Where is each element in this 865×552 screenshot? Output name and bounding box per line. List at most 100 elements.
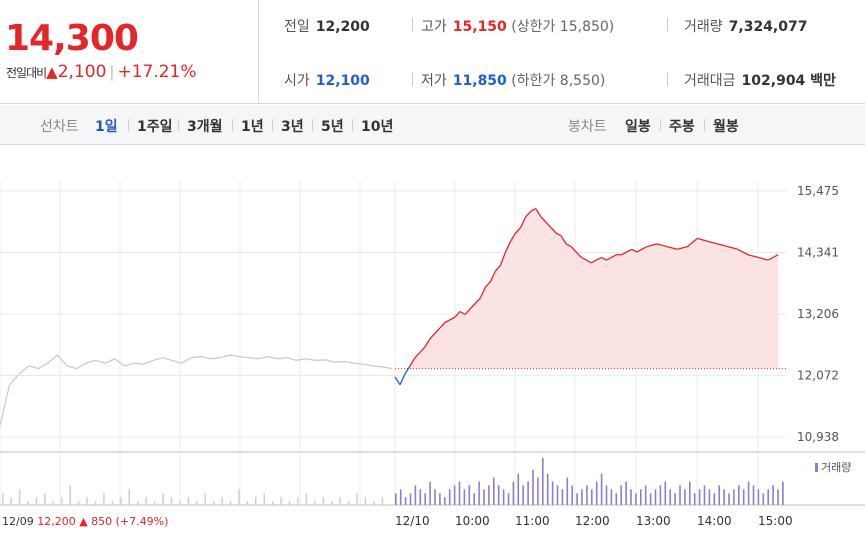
volume-bar [448,489,451,505]
volume-bar [713,493,716,506]
volume-bar-prev [238,489,240,505]
today-series-segment-up [606,256,612,261]
volume-bar-prev [204,493,206,506]
y-tick-label: 15,475 [797,184,839,198]
stat-high: 고가 15,150 (상한가 15,850) [421,16,614,36]
volume-bar [439,493,441,506]
today-series-segment-up [697,237,708,242]
tab-3y[interactable]: 3년 [281,119,304,135]
tab-5y[interactable]: 5년 [321,119,344,135]
tab-weekly-candle[interactable]: 주봉 [669,119,695,135]
volume-bar [752,485,755,505]
today-series-segment-up [540,216,547,223]
volume-bar [684,489,686,505]
today-series-segment-down [399,373,406,386]
today-series-segment-up [504,240,512,253]
today-series-segment-up [434,327,441,334]
current-price: 14,300 [5,18,139,59]
volume-bar [507,493,510,506]
divider [312,119,313,131]
volume-bar-prev [246,501,249,505]
divider [412,72,413,86]
volume-bar-prev [305,493,308,506]
today-series-segment-down [404,365,411,375]
today-series-segment-up [489,270,496,283]
volume-bar [762,493,765,506]
tab-10y[interactable]: 10년 [361,119,394,135]
volume-bar [635,493,637,506]
divider [128,119,129,131]
today-series-segment-up [747,254,759,259]
y-tick-label: 14,341 [797,245,839,259]
today-series-segment-up [459,311,466,315]
volume-bar [644,485,647,505]
volume-bar-prev [52,501,55,505]
today-series-segment-up [474,297,481,304]
candle-chart-label: 봉차트 [568,119,607,135]
volume-bar [586,485,588,505]
volume-bar-prev [44,493,46,506]
tab-1d[interactable]: 1일 [95,119,118,135]
divider [704,119,705,131]
volume-bar [625,481,627,505]
tab-1y[interactable]: 1년 [241,119,264,135]
today-series-segment-up [677,245,688,250]
stat-label: 고가 [421,19,447,35]
stat-value: 7,324,077 [728,19,808,35]
prev-day-info-part: 12/09 [2,515,34,528]
volume-bar [395,493,397,506]
today-series-segment-up [656,243,668,248]
volume-bar-prev [381,497,384,505]
today-series-segment-up [530,208,537,212]
tab-3m[interactable]: 3개월 [187,119,223,135]
volume-bar [493,477,495,505]
volume-bar [473,493,475,506]
today-series-segment-up [631,248,638,253]
today-series-segment-up [570,246,577,253]
volume-bar-prev [212,501,215,505]
today-series-segment-up [591,259,597,264]
volume-bar-prev [153,501,156,505]
y-tick-label: 12,072 [797,369,839,383]
today-series-segment-up [419,346,426,353]
volume-bar [591,489,593,505]
volume-bar [542,458,544,505]
volume-bar-prev [229,501,232,505]
volume-bar [502,489,505,505]
today-series-segment-up [707,240,718,245]
volume-bar-prev [373,501,375,505]
lower-limit: (하한가 8,550) [511,73,606,89]
volume-bar-prev [280,497,282,505]
price-chart: 15,475 14,341 13,206 12,072 10,938 거래량 12/10 10… [0,181,865,528]
stat-low: 저가 11,850 (하한가 8,550) [421,70,605,90]
volume-bar [576,493,578,506]
volume-bar [429,481,431,505]
stat-volume: 거래량 7,324,077 [684,16,807,36]
tab-daily-candle[interactable]: 일봉 [625,119,651,135]
y-tick-label: 10,938 [797,430,839,444]
volume-bar-prev [196,501,198,505]
today-series-segment-up [565,243,572,248]
volume-bar [747,481,750,505]
today-series-segment-up [621,251,628,256]
today-series-segment-up [409,357,416,367]
x-tick-label: 14:00 [697,514,732,528]
today-series-segment-up [666,245,678,250]
today-series-segment-up [449,316,456,321]
y-tick-label: 13,206 [797,307,839,321]
volume-bar-prev [10,497,12,505]
volume-bar [674,493,676,506]
tab-monthly-candle[interactable]: 월봉 [713,119,739,135]
volume-bar [581,489,583,505]
tab-1w[interactable]: 1주일 [137,119,173,135]
volume-bar [517,473,520,505]
volume-bar-prev [145,497,147,505]
change-percent: +17.21% [117,62,197,82]
today-series-segment-up [575,251,582,258]
volume-bar [468,485,471,505]
volume-bar-prev [77,501,80,505]
today-series-segment-up [525,210,532,218]
volume-bar-prev [111,501,114,505]
volume-bar [551,481,554,505]
